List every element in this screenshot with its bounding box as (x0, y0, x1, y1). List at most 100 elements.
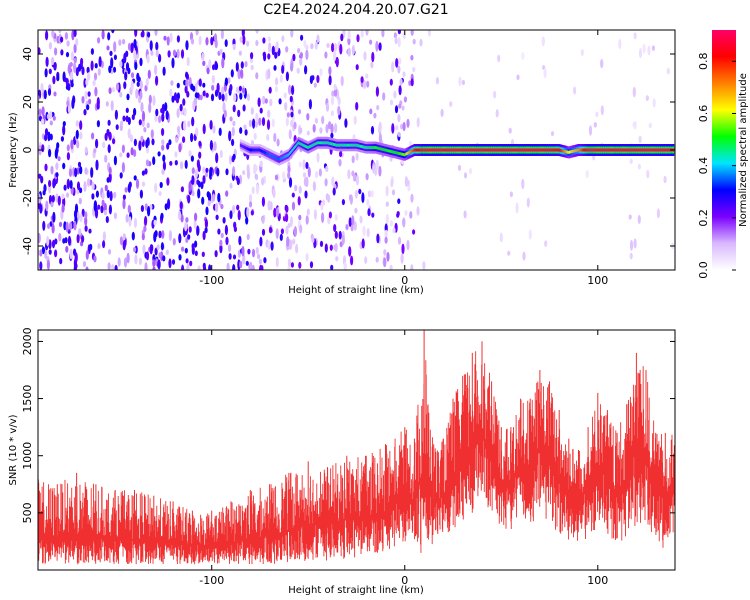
trace-core (406, 151, 409, 155)
spectrogram-cell (378, 121, 382, 133)
spectrogram-cell (218, 127, 222, 136)
trace-core (486, 148, 489, 152)
trace-core (326, 141, 329, 145)
spectrogram-cell (46, 259, 51, 270)
spectrogram-cell (185, 217, 189, 223)
spectrogram-cell (54, 148, 58, 159)
spectrogram-cell (141, 181, 146, 187)
spectrogram-cell (100, 205, 104, 214)
spectrogram-cell (458, 76, 462, 87)
trace-core (331, 142, 334, 146)
spectrogram-cell (310, 43, 314, 50)
spectrogram-cell (290, 111, 294, 118)
snr-x-label: Height of straight line (km) (288, 585, 424, 596)
spectrogram-cell (253, 132, 257, 140)
x-tick-label: 100 (587, 274, 608, 287)
spectrogram-cell (69, 62, 73, 67)
spectrogram-cell (232, 204, 236, 214)
trace-core (542, 148, 545, 152)
spectrogram-cell (60, 49, 64, 56)
spectrogram-cell (149, 204, 153, 210)
spectrogram-cell (111, 30, 115, 34)
trace-core (254, 148, 256, 152)
trace-core (266, 152, 269, 156)
trace-core (257, 148, 259, 152)
trace-core (392, 150, 394, 154)
spectrogram-cell (120, 120, 124, 127)
trace-core (268, 153, 271, 157)
trace-core (371, 146, 373, 150)
spectrogram-cell (289, 239, 293, 250)
trace-core (559, 148, 561, 152)
trace-core (648, 148, 652, 152)
spectrogram-cell (497, 54, 501, 63)
spectrogram-cell (74, 203, 79, 214)
spectrogram-cell (522, 251, 526, 261)
trace-core (327, 141, 330, 145)
trace-core (251, 148, 254, 152)
spectrogram-cell (251, 186, 255, 195)
trace-core (362, 145, 365, 149)
spectrogram-cell (219, 48, 223, 55)
trace-core (319, 141, 321, 145)
trace-core (642, 148, 646, 152)
spectrogram-cell (65, 221, 69, 233)
trace-core (333, 143, 336, 146)
spectrogram-cell (220, 30, 224, 40)
spectrogram-cell (521, 52, 525, 60)
spectrogram-cell (237, 210, 241, 221)
spectrogram-cell (244, 60, 248, 68)
trace-core (323, 141, 326, 145)
spectrogram-cell (324, 243, 328, 253)
spectrogram-cell (93, 201, 97, 212)
trace-core (366, 146, 368, 150)
spectrogram-cell (318, 168, 322, 177)
spectrogram-cell (67, 64, 71, 74)
trace-core (602, 148, 605, 152)
spectrogram-cell (145, 77, 149, 87)
trace-core (473, 148, 476, 152)
spectrogram-cell (275, 257, 279, 268)
spectrogram-cell (394, 36, 398, 45)
spectrogram-cell (355, 152, 359, 161)
spectrogram-cell (118, 39, 122, 46)
trace-core (629, 148, 632, 152)
spectrogram-cell (311, 75, 315, 81)
spectrogram-cell (397, 65, 401, 74)
spectrogram-cell (154, 30, 158, 36)
trace-core (368, 146, 370, 150)
trace-core (374, 146, 376, 150)
spectrogram-cell (130, 72, 135, 79)
trace-core (471, 148, 474, 152)
spectrogram-cell (69, 180, 73, 189)
trace-core (594, 148, 596, 152)
spectrogram-cell (275, 228, 279, 240)
trace-core (635, 148, 638, 152)
spectrogram-cell (358, 188, 362, 195)
spectrogram-cell (113, 155, 117, 166)
spectrogram-cell (224, 92, 228, 102)
trace-core (345, 143, 347, 147)
spectrogram-cell (63, 184, 67, 191)
spectrogram-cell (110, 100, 114, 111)
spectrogram-cell (181, 264, 185, 270)
spectrogram-cell (221, 57, 225, 69)
spectrogram-cell (231, 138, 235, 147)
spectrogram-cell (262, 51, 266, 58)
spectrogram-cell (136, 81, 140, 87)
spectrogram-cell (46, 236, 50, 247)
trace-core (578, 148, 581, 152)
spectrogram-cell (172, 49, 177, 57)
spectrogram-cell (54, 238, 58, 245)
spectrogram-cell (179, 161, 184, 170)
spectrogram-cell (210, 93, 215, 102)
spectrogram-cell (86, 104, 90, 111)
spectrogram-cell (39, 261, 43, 270)
trace-core (402, 152, 404, 156)
spectrogram-cell (107, 262, 111, 270)
trace-core (293, 146, 296, 150)
trace-core (575, 149, 578, 152)
trace-core (572, 149, 575, 153)
trace-core (484, 148, 488, 152)
spectrogram-cell (215, 152, 219, 164)
